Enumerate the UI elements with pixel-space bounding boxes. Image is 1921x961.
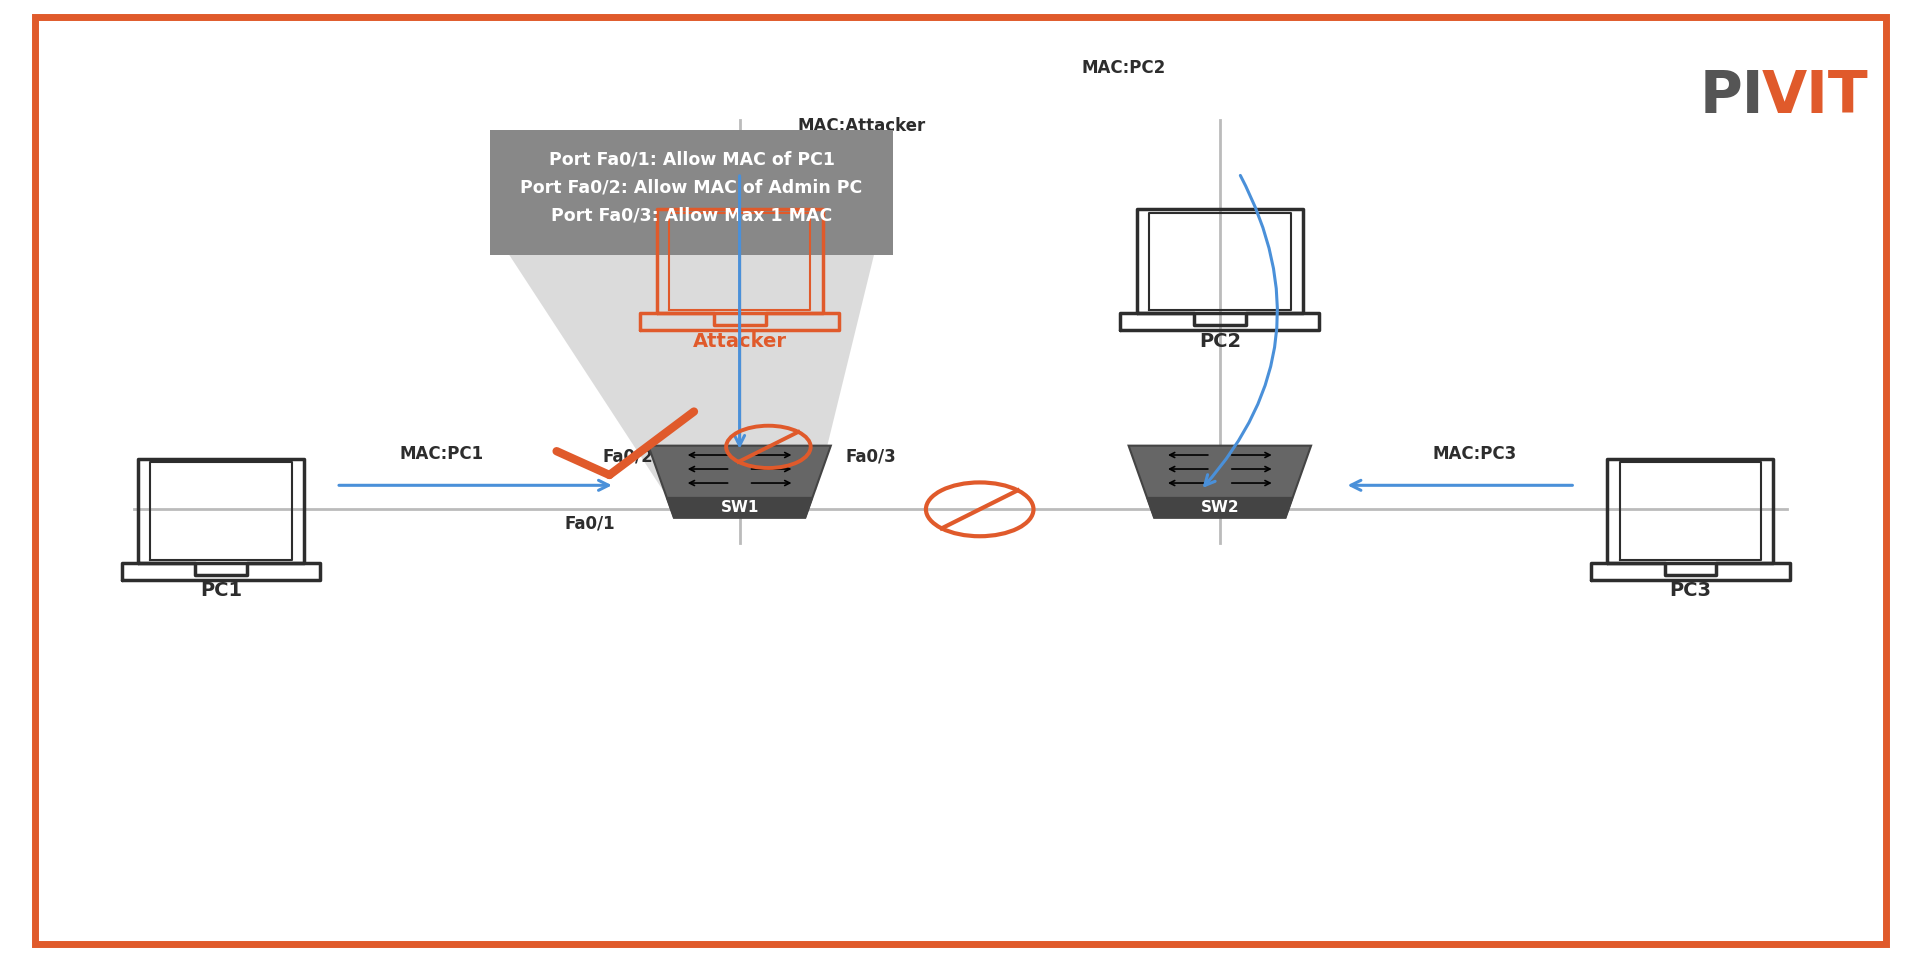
- Text: MAC:Attacker: MAC:Attacker: [797, 116, 926, 135]
- Text: MAC:PC2: MAC:PC2: [1082, 59, 1166, 77]
- Text: PC1: PC1: [200, 581, 242, 601]
- Text: Fa0/3: Fa0/3: [845, 448, 895, 465]
- Text: MAC:PC3: MAC:PC3: [1433, 445, 1516, 463]
- Polygon shape: [1130, 446, 1310, 518]
- Text: PI: PI: [1700, 67, 1765, 125]
- FancyBboxPatch shape: [490, 130, 893, 255]
- Text: Attacker: Attacker: [693, 332, 786, 351]
- Text: Port Fa0/1: Allow MAC of PC1
Port Fa0/2: Allow MAC of Admin PC
Port Fa0/3: Allow: Port Fa0/1: Allow MAC of PC1 Port Fa0/2:…: [521, 151, 863, 224]
- Polygon shape: [1147, 498, 1293, 518]
- Text: PC3: PC3: [1669, 581, 1712, 601]
- Text: VIT: VIT: [1762, 67, 1869, 125]
- Polygon shape: [509, 255, 874, 490]
- Text: Fa0/1: Fa0/1: [565, 514, 615, 532]
- Polygon shape: [667, 498, 813, 518]
- Text: PC2: PC2: [1199, 332, 1241, 351]
- Polygon shape: [649, 446, 830, 518]
- Text: Fa0/2: Fa0/2: [603, 448, 653, 465]
- Text: MAC:PC1: MAC:PC1: [400, 445, 484, 463]
- Text: SW1: SW1: [720, 500, 759, 515]
- Text: SW2: SW2: [1201, 500, 1239, 515]
